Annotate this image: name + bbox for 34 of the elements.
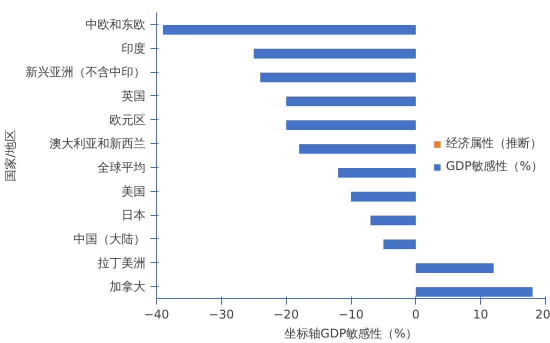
y-tick-label: 欧元区: [110, 112, 146, 127]
bar: [299, 144, 416, 154]
y-tick-label: 印度: [122, 41, 146, 56]
bar: [351, 192, 416, 202]
y-tick-label: 新兴亚洲（不含中印）: [26, 65, 146, 80]
bar: [162, 24, 416, 35]
y-tick-label: 澳大利亚和新西兰: [50, 136, 146, 151]
y-tick-label: 英国: [122, 88, 146, 103]
bar: [338, 168, 416, 178]
bar: [370, 216, 416, 226]
bar: [286, 96, 416, 106]
y-axis-title: 国家/地区: [4, 129, 18, 182]
y-tick-label: 日本: [122, 208, 146, 222]
y-tick-label: 拉丁美洲: [98, 256, 146, 270]
x-tick-label: −40: [144, 308, 170, 322]
x-tick-label: 10: [473, 308, 488, 322]
bar: [254, 48, 416, 58]
x-tick-label: −30: [208, 308, 234, 322]
y-tick-label: 美国: [122, 184, 146, 198]
bar: [260, 72, 416, 82]
bar: [383, 239, 416, 250]
x-axis-title: 坐标轴GDP敏感性（%）: [284, 326, 418, 340]
y-tick-label: 中欧和东欧: [86, 17, 146, 32]
x-tick-label: −20: [274, 308, 299, 322]
bar: [286, 120, 416, 130]
legend-label: 经济属性（推断）: [446, 135, 542, 152]
bar: [416, 263, 494, 273]
y-tick-label: 中国（大陆）: [74, 232, 146, 246]
y-tick-label: 加拿大: [110, 280, 146, 294]
x-tick-label: −10: [338, 308, 364, 322]
x-tick-label: 20: [535, 308, 550, 322]
y-tick-label: 全球平均: [98, 160, 146, 174]
x-tick-label: 0: [412, 308, 420, 322]
legend-label: GDP敏感性（%）: [446, 158, 543, 175]
